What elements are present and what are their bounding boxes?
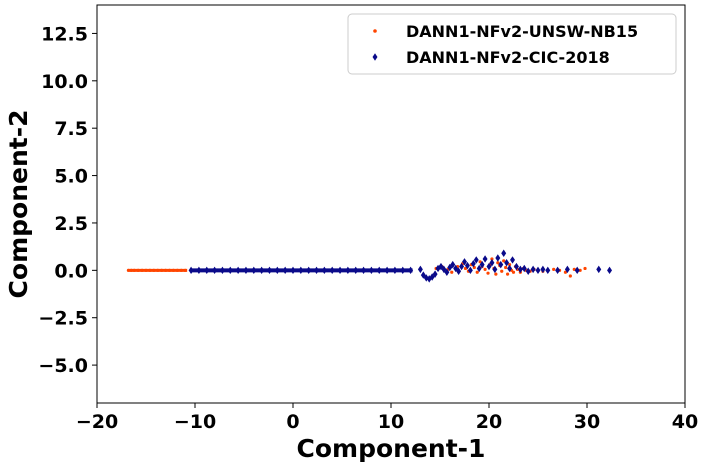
x-axis: −20 −10 0 10 20 30 40 — [76, 403, 698, 433]
scatter-point — [596, 265, 602, 274]
scatter-point — [510, 256, 516, 264]
scatter-point — [473, 256, 479, 264]
scatter-point — [513, 262, 519, 271]
scatter-point — [583, 266, 587, 271]
x-tick-label: 10 — [378, 411, 404, 433]
scatter-point — [420, 271, 426, 279]
scatter-point — [459, 262, 465, 271]
y-tick-label: −5.0 — [38, 355, 88, 377]
scatter-point — [462, 258, 467, 266]
scatter-point — [530, 265, 536, 274]
y-tick-label: 10.0 — [41, 71, 88, 93]
scatter-point — [447, 263, 453, 272]
scatter-point — [429, 273, 435, 281]
scatter-point — [467, 266, 473, 275]
legend-label-cic: DANN1-NFv2-CIC-2018 — [406, 48, 610, 67]
x-tick-label: 40 — [672, 411, 698, 433]
scatter-point — [504, 265, 508, 270]
scatter-point — [564, 265, 570, 274]
scatter-point — [483, 267, 487, 271]
scatter-point — [489, 259, 495, 267]
scatter-point — [444, 268, 450, 276]
scatter-point — [563, 270, 568, 274]
scatter-point — [552, 267, 556, 271]
y-tick-label: −2.5 — [38, 308, 88, 330]
scatter-point — [500, 269, 504, 273]
scatter-point — [504, 259, 510, 267]
scatter-point — [438, 262, 444, 271]
scatter-point — [507, 264, 513, 273]
scatter-point — [501, 249, 507, 257]
scatter-point — [478, 260, 482, 264]
y-tick-label: 0.0 — [54, 260, 88, 282]
y-tick-label: 2.5 — [54, 213, 88, 235]
y-tick-label: 12.5 — [41, 23, 88, 45]
scatter-point — [450, 270, 454, 274]
legend-box — [347, 13, 677, 75]
legend-marker-unsw — [373, 29, 377, 33]
scatter-point — [453, 264, 459, 273]
data-marks — [126, 249, 613, 283]
scatter-point — [607, 266, 613, 275]
scatter-point — [502, 259, 506, 263]
scatter-point — [517, 265, 523, 274]
scatter-point — [574, 266, 580, 275]
legend: DANN1-NFv2-UNSW-NB15 DANN1-NFv2-CIC-2018 — [347, 13, 677, 75]
scatter-point — [535, 266, 541, 275]
scatter-point — [506, 272, 510, 276]
scatter-point — [463, 266, 468, 271]
scatter-point — [441, 265, 447, 274]
scatter-point — [578, 268, 582, 272]
scatter-point — [464, 261, 470, 270]
scatter-point — [456, 267, 462, 276]
scatter-point — [525, 267, 531, 276]
y-tick-label: 7.5 — [54, 118, 88, 140]
legend-label-unsw: DANN1-NFv2-UNSW-NB15 — [406, 22, 638, 41]
scatter-point — [475, 270, 479, 274]
scatter-point — [545, 266, 551, 275]
scatter-point — [507, 263, 512, 267]
scatter-point — [511, 270, 516, 274]
scatter-point — [470, 259, 476, 268]
y-axis-label: Component-2 — [4, 110, 33, 299]
scatter-point — [498, 260, 504, 269]
x-tick-label: 0 — [286, 411, 299, 433]
scatter-point — [496, 261, 500, 265]
scatter-point — [417, 265, 423, 274]
y-axis: −5.0 −2.5 0.0 2.5 5.0 7.5 10.0 12.5 — [38, 23, 97, 377]
scatter-point — [555, 266, 561, 275]
scatter-point — [482, 255, 488, 263]
x-tick-label: 20 — [476, 411, 502, 433]
x-tick-label: −20 — [76, 411, 118, 433]
scatter-point — [432, 270, 438, 278]
scatter-point — [486, 271, 490, 275]
scatter-point — [540, 265, 546, 274]
legend-marker-cic — [372, 53, 378, 61]
scatter-point — [486, 262, 492, 271]
scatter-point — [494, 272, 498, 276]
scatter-point — [479, 260, 485, 269]
x-tick-label: −10 — [174, 411, 216, 433]
scatter-point — [492, 265, 498, 274]
scatter-point — [495, 254, 501, 262]
series-1 — [188, 249, 613, 283]
scatter-point — [490, 257, 494, 261]
y-tick-label: 5.0 — [54, 166, 88, 188]
scatter-point — [568, 274, 572, 278]
scatter-point — [476, 264, 482, 273]
x-tick-label: 30 — [574, 411, 600, 433]
scatter-point — [521, 264, 527, 273]
x-axis-label: Component-1 — [297, 434, 486, 463]
scatter-point — [450, 260, 456, 269]
